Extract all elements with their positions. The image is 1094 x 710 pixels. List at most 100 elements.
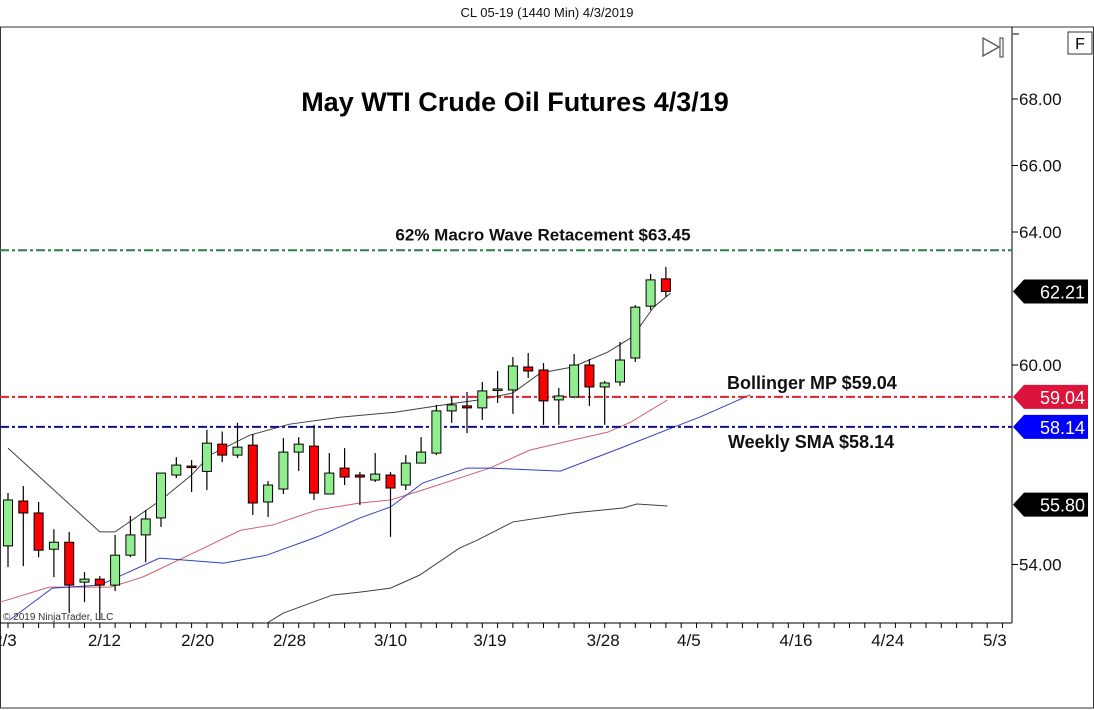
x-axis-label: 4/5 (677, 631, 701, 650)
candle (477, 381, 488, 420)
candle (660, 266, 671, 297)
candle-body (171, 464, 182, 476)
x-axis-label: 4/16 (779, 631, 812, 650)
candle (33, 501, 44, 558)
candle-body (309, 445, 319, 494)
candle-body (462, 405, 472, 409)
candle-body (492, 388, 503, 391)
candle (385, 472, 396, 537)
candle (569, 354, 580, 399)
candle (400, 455, 411, 491)
window-border (0, 26, 1094, 709)
candle (507, 357, 518, 414)
price-tag-label: 59.04 (1040, 388, 1085, 408)
candle (263, 481, 274, 517)
y-axis-label: 64.00 (1019, 223, 1062, 242)
x-axis-label: 5/3 (983, 631, 1007, 650)
candle-body (156, 472, 166, 519)
y-axis-label: 68.00 (1019, 90, 1062, 109)
level-annotation: Bollinger MP $59.04 (727, 373, 897, 393)
level-annotation: 62% Macro Wave Retacement $63.45 (395, 225, 690, 244)
candle (553, 387, 564, 425)
f-button[interactable]: F (1067, 31, 1093, 55)
candle-body (599, 382, 610, 388)
candle-body (446, 404, 457, 412)
x-axis-label: 3/10 (374, 631, 407, 650)
candle-body (140, 518, 151, 536)
candle (125, 515, 136, 558)
candle-body (110, 554, 121, 586)
candle-body (630, 306, 641, 359)
candle (416, 437, 427, 464)
candle (615, 342, 625, 386)
candle (18, 486, 29, 567)
candle (278, 438, 289, 495)
candle-body (400, 462, 411, 486)
candle-body (48, 541, 59, 550)
candle (217, 431, 228, 463)
price-tag: 55.80 (1013, 492, 1088, 517)
candle (293, 437, 304, 472)
candle (446, 396, 457, 423)
y-axis-label: 66.00 (1019, 157, 1062, 176)
series-line-bollinger-midpoint (0, 399, 668, 603)
price-tag-shape (1013, 384, 1088, 409)
price-tag-shape (1013, 414, 1088, 439)
candle-body (247, 444, 258, 504)
candle (431, 404, 442, 456)
candle (462, 391, 472, 434)
candle-body (416, 451, 427, 464)
y-axis-label: 54.00 (1019, 556, 1062, 575)
candle-body (569, 364, 580, 398)
price-tag-shape (1013, 492, 1088, 517)
copyright-text: © 2019 NinjaTrader, LLC (3, 612, 113, 623)
candle (232, 422, 243, 459)
candle-body (645, 279, 656, 307)
candle-body (584, 364, 595, 388)
candle-body (385, 474, 396, 489)
f-button-label: F (1075, 36, 1085, 53)
candle-body (477, 390, 488, 409)
candle-body (263, 484, 274, 503)
x-axis-label: 3/28 (587, 631, 620, 650)
candle (110, 534, 121, 592)
candle (599, 380, 610, 425)
x-axis-label: 4/24 (871, 631, 904, 650)
candle (324, 453, 335, 495)
x-axis-label: 2/20 (181, 631, 214, 650)
candle-body (186, 465, 197, 469)
candle (492, 370, 503, 403)
x-axis-label: 2/3 (0, 631, 17, 650)
candle (538, 363, 549, 425)
candle (201, 429, 212, 491)
candle (247, 434, 258, 515)
price-tag: 62.21 (1013, 279, 1088, 304)
candle (94, 576, 105, 621)
y-axis-label: 60.00 (1019, 356, 1062, 375)
candle-body (431, 410, 442, 454)
candle (354, 472, 365, 505)
candle-body (324, 472, 335, 495)
candle (523, 353, 534, 378)
price-tag: 58.14 (1013, 414, 1088, 439)
candle (79, 572, 90, 603)
candle (64, 531, 75, 614)
price-tag-shape (1013, 279, 1088, 304)
candle (645, 273, 656, 311)
candle-body (33, 512, 44, 551)
candle-body (232, 446, 243, 456)
candle-body (523, 366, 534, 372)
scroll-to-end-icon[interactable] (982, 36, 1004, 58)
series-line-upper-bollinger (7, 292, 671, 533)
price-tag: 59.04 (1013, 384, 1088, 409)
candle-body (94, 578, 105, 586)
candle (48, 529, 59, 578)
candle (186, 460, 197, 493)
candle (370, 453, 381, 483)
candle (309, 424, 319, 500)
candle-body (18, 500, 29, 514)
series-line-weekly-sma (9, 394, 751, 621)
price-tag-label: 62.21 (1040, 283, 1085, 303)
x-axis-label: 2/12 (88, 631, 121, 650)
